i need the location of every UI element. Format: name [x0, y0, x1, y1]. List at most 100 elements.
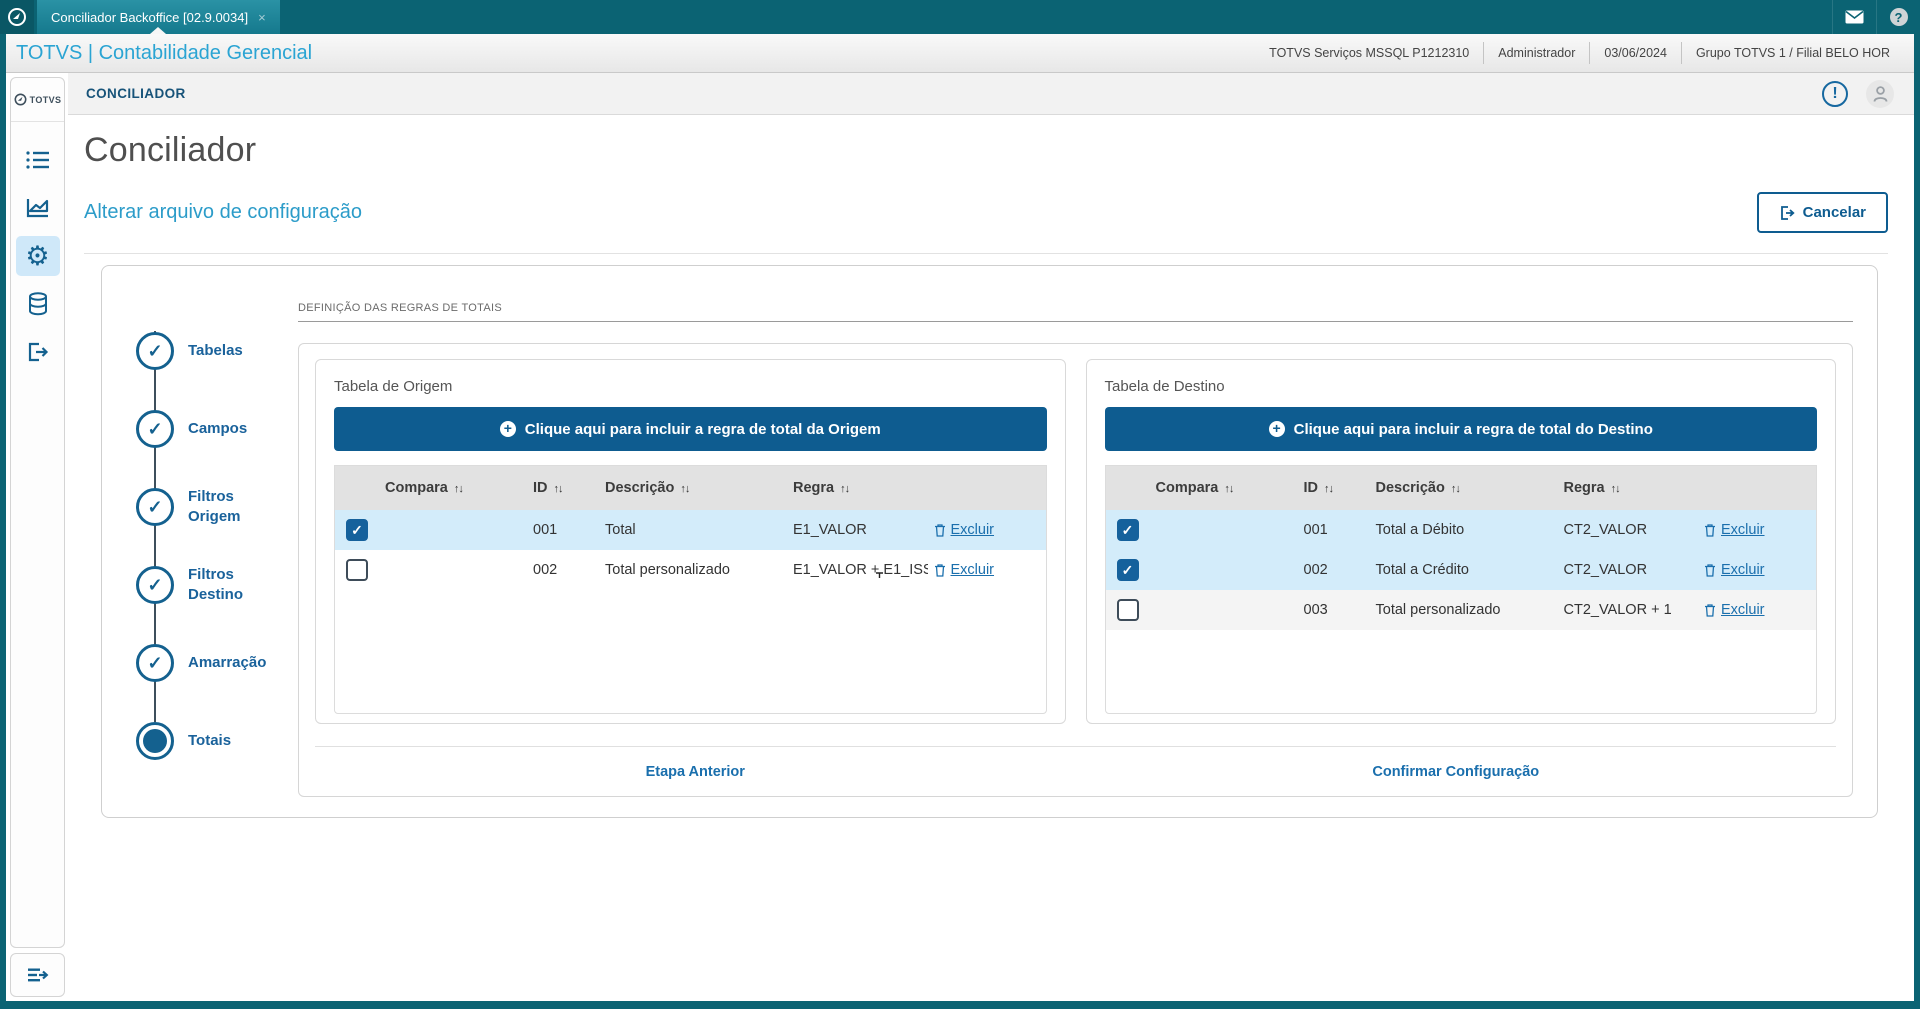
app-tab[interactable]: Conciliador Backoffice [02.9.0034] × [37, 0, 280, 34]
compara-checkbox[interactable] [1116, 559, 1139, 581]
page-title: Conciliador [84, 131, 257, 169]
row-regra: E1_VALOR + E1_ISS [787, 562, 928, 578]
compara-checkbox[interactable] [1116, 519, 1139, 541]
tab-close-icon[interactable]: × [258, 9, 266, 25]
environment-info: TOTVS Serviços MSSQL P1212310 Administra… [1255, 34, 1904, 72]
sidebar-logo: TOTVS [11, 78, 64, 122]
tab-active-pointer [150, 27, 167, 34]
destino-table-header: Compara ↑↓ ID ↑↓ Descrição ↑↓ Regra ↑↓ [1105, 466, 1816, 510]
add-destino-rule-label: Clique aqui para incluir a regra de tota… [1293, 420, 1653, 438]
wizard-step-totais[interactable]: Totais [136, 702, 298, 780]
database-icon [28, 292, 47, 316]
previous-step-button[interactable]: Etapa Anterior [645, 763, 745, 780]
row-id: 002 [533, 562, 558, 578]
row-descricao: Total personalizado [1375, 602, 1501, 618]
totvs-small-logo-icon [14, 93, 27, 106]
col-regra[interactable]: Regra ↑↓ [1563, 480, 1621, 496]
step-check-icon [136, 410, 174, 448]
row-descricao: Total [605, 522, 636, 538]
alert-icon: ! [1832, 84, 1838, 102]
help-button[interactable]: ? [1876, 0, 1920, 34]
col-compara[interactable]: Compara ↑↓ [385, 480, 464, 496]
sidebar-item-database[interactable] [16, 284, 60, 324]
add-destino-rule-button[interactable]: + Clique aqui para incluir a regra de to… [1104, 407, 1817, 451]
notifications-button[interactable]: ! [1822, 80, 1848, 107]
trash-icon [1705, 524, 1715, 537]
compara-checkbox[interactable] [346, 519, 368, 541]
step-check-icon [136, 488, 174, 526]
sort-icon[interactable]: ↑↓ [453, 483, 464, 495]
excluir-button[interactable]: Excluir [1698, 522, 1816, 538]
page-subtitle: Alterar arquivo de configuração [84, 201, 362, 223]
col-regra[interactable]: Regra ↑↓ [793, 480, 850, 496]
wizard-step-campos[interactable]: Campos [136, 390, 298, 468]
sidebar-item-logout[interactable] [16, 332, 60, 372]
add-origem-rule-label: Clique aqui para incluir a regra de tota… [524, 420, 881, 438]
plus-circle-icon: + [1268, 421, 1285, 437]
trash-icon [934, 564, 945, 577]
step-check-icon [136, 644, 174, 682]
totals-card: Tabela de Origem + Clique aqui para incl… [298, 343, 1853, 797]
trash-icon [934, 524, 945, 537]
env-user: Administrador [1483, 41, 1589, 65]
row-descricao: Total personalizado [605, 562, 730, 578]
sort-icon[interactable]: ↑↓ [1224, 483, 1234, 495]
wizard-connector-line [154, 331, 156, 722]
env-company: Grupo TOTVS 1 / Filial BELO HOR [1680, 41, 1904, 65]
compara-checkbox[interactable] [1116, 599, 1139, 621]
step-check-icon [136, 566, 174, 604]
row-descricao: Total a Crédito [1375, 562, 1470, 578]
col-compara[interactable]: Compara ↑↓ [1155, 480, 1235, 496]
confirm-configuration-button[interactable]: Confirmar Configuração [1372, 763, 1540, 780]
wizard-step-filtros-origem[interactable]: Filtros Origem [136, 468, 298, 546]
col-descricao[interactable]: Descrição ↑↓ [1375, 480, 1461, 496]
col-descricao[interactable]: Descrição ↑↓ [605, 480, 690, 496]
list-icon [25, 151, 49, 169]
sidebar-item-settings[interactable]: ⚙ [15, 236, 60, 276]
add-origem-rule-button[interactable]: + Clique aqui para incluir a regra de to… [334, 407, 1047, 451]
row-regra: CT2_VALOR [1563, 562, 1648, 578]
origem-panel: Tabela de Origem + Clique aqui para incl… [315, 359, 1066, 724]
sidebar-item-dashboard[interactable] [16, 188, 60, 228]
compara-checkbox[interactable] [346, 559, 368, 581]
step-active-icon [136, 722, 174, 760]
col-id[interactable]: ID ↑↓ [533, 480, 564, 496]
wizard-step-tabelas[interactable]: Tabelas [136, 312, 298, 390]
row-id: 002 [1303, 562, 1328, 578]
row-regra: E1_VALOR [793, 522, 867, 538]
excluir-button[interactable]: Excluir [1698, 562, 1816, 578]
cancel-exit-icon [1780, 205, 1795, 220]
destino-panel: Tabela de Destino + Clique aqui para inc… [1085, 359, 1836, 724]
section-title: DEFINIÇÃO DAS REGRAS DE TOTAIS [298, 302, 502, 314]
cancel-button[interactable]: Cancelar [1756, 192, 1888, 233]
sidebar-expand-button[interactable] [10, 953, 65, 997]
breadcrumb[interactable]: CONCILIADOR [86, 86, 186, 101]
text-cursor-pointer [876, 572, 883, 578]
logout-icon [28, 342, 49, 362]
destino-row-002: 002 Total a Crédito CT2_VALOR Excluir [1105, 550, 1816, 590]
env-date: 03/06/2024 [1589, 41, 1681, 65]
mail-button[interactable] [1832, 0, 1876, 34]
app-tab-title: Conciliador Backoffice [02.9.0034] [51, 9, 249, 25]
row-id: 001 [1303, 522, 1328, 538]
sort-icon[interactable]: ↑↓ [1324, 483, 1334, 495]
sort-icon[interactable]: ↑↓ [680, 483, 690, 495]
excluir-button[interactable]: Excluir [928, 522, 1046, 538]
excluir-button[interactable]: Excluir [928, 562, 1046, 578]
header-divider [84, 253, 1888, 254]
wizard-step-filtros-destino[interactable]: Filtros Destino [136, 546, 298, 624]
application-header: TOTVS | Contabilidade Gerencial TOTVS Se… [6, 34, 1914, 73]
sort-icon[interactable]: ↑↓ [1610, 483, 1621, 495]
destino-table: Compara ↑↓ ID ↑↓ Descrição ↑↓ Regra ↑↓ [1104, 465, 1817, 714]
col-id[interactable]: ID ↑↓ [1303, 480, 1335, 496]
help-icon: ? [1889, 8, 1908, 26]
excluir-button[interactable]: Excluir [1698, 602, 1816, 618]
wizard-step-amarracao[interactable]: Amarração [136, 624, 298, 702]
row-id: 003 [1303, 602, 1328, 618]
breadcrumb-bar: CONCILIADOR ! [68, 73, 1914, 115]
user-avatar[interactable] [1866, 79, 1894, 108]
sort-icon[interactable]: ↑↓ [553, 483, 564, 495]
sidebar-item-list[interactable] [16, 140, 60, 180]
sort-icon[interactable]: ↑↓ [840, 483, 850, 495]
sort-icon[interactable]: ↑↓ [1450, 483, 1461, 495]
